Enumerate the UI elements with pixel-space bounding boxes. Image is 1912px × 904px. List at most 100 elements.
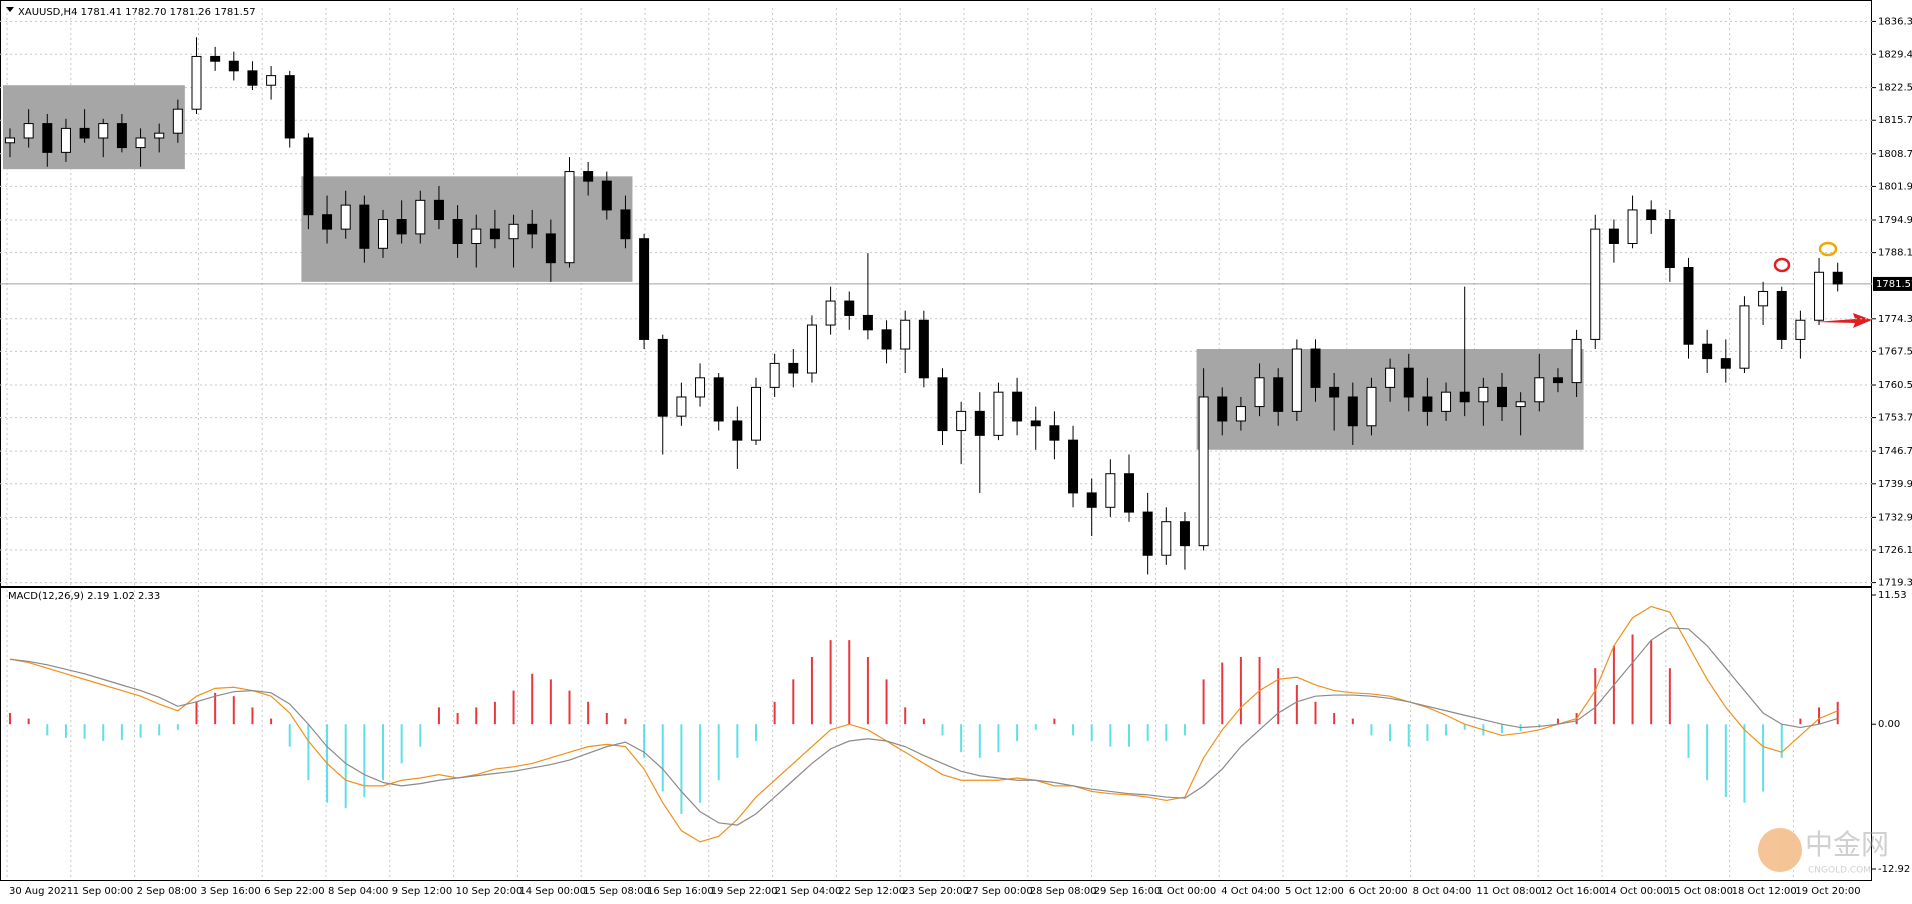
macd-line xyxy=(9,605,1838,843)
candle-body xyxy=(1049,425,1060,441)
y-tick-label: 0.00 xyxy=(1878,719,1900,730)
candle-body xyxy=(433,199,444,221)
candle-body xyxy=(247,70,258,86)
x-tick-label: 19 Sep 22:00 xyxy=(711,886,778,897)
candle-body xyxy=(1124,473,1134,513)
y-tick-label: 1746.70 xyxy=(1878,446,1912,457)
candle-body xyxy=(788,362,799,374)
x-tick-label: 10 Sep 20:00 xyxy=(456,886,523,897)
candle-body xyxy=(1702,343,1713,360)
candle-body xyxy=(1142,511,1153,556)
candle-body xyxy=(1366,386,1377,427)
y-tick-label: -12.92 xyxy=(1878,864,1910,875)
y-tick-label: 1808.70 xyxy=(1878,149,1912,160)
candle-body xyxy=(322,214,333,230)
x-tick-label: 6 Oct 20:00 xyxy=(1349,886,1408,897)
candle-body xyxy=(545,233,556,264)
x-tick-label: 3 Sep 16:00 xyxy=(200,886,260,897)
candle-body xyxy=(1515,401,1526,408)
candle-body xyxy=(1235,406,1246,422)
watermark: 中金网 CNGOLD.COM xyxy=(1758,828,1889,876)
candle-body xyxy=(1832,271,1843,285)
x-tick-label: 14 Sep 00:00 xyxy=(519,886,586,897)
candle-body xyxy=(1254,377,1265,408)
candle-body xyxy=(620,209,631,240)
macd-title: MACD(12,26,9) 2.19 1.02 2.33 xyxy=(8,591,160,602)
x-tick-label: 18 Oct 12:00 xyxy=(1732,886,1797,897)
candle-body xyxy=(1534,377,1545,403)
candle-body xyxy=(1012,391,1023,422)
candle-body xyxy=(732,420,743,441)
x-tick-label: 6 Sep 22:00 xyxy=(264,886,324,897)
y-tick-label: 1726.10 xyxy=(1878,545,1912,556)
x-tick-label: 12 Oct 16:00 xyxy=(1540,886,1605,897)
current-price-label: 1781.57 xyxy=(1876,279,1912,290)
marker-circle xyxy=(1818,241,1838,257)
x-tick-label: 8 Oct 04:00 xyxy=(1413,886,1472,897)
x-tick-label: 9 Sep 12:00 xyxy=(392,886,452,897)
candle-body xyxy=(1030,420,1041,427)
candle-body xyxy=(1739,305,1750,369)
candle-body xyxy=(713,377,724,422)
x-tick-label: 15 Sep 08:00 xyxy=(583,886,650,897)
candle-body xyxy=(23,123,34,139)
candle-body xyxy=(1310,348,1321,388)
candle-body xyxy=(1385,367,1396,388)
candle-body xyxy=(806,324,817,374)
y-tick-label: 1719.30 xyxy=(1878,578,1912,589)
candle-body xyxy=(1497,386,1507,408)
x-tick-label: 27 Sep 00:00 xyxy=(966,886,1033,897)
y-tick-label: 1767.50 xyxy=(1878,346,1912,357)
candle-body xyxy=(1291,348,1302,412)
candle-body xyxy=(1105,473,1116,508)
candle-body xyxy=(1552,377,1563,384)
candle-body xyxy=(825,300,836,326)
x-tick-label: 16 Sep 16:00 xyxy=(647,886,714,897)
x-tick-label: 8 Sep 04:00 xyxy=(328,886,388,897)
candle-body xyxy=(191,55,202,110)
candle-body xyxy=(937,377,948,432)
candle-body xyxy=(1814,271,1825,321)
y-tick-label: 11.53 xyxy=(1878,590,1907,601)
x-tick-label: 4 Oct 04:00 xyxy=(1221,886,1280,897)
candle-body xyxy=(1664,219,1675,268)
y-tick-label: 1829.45 xyxy=(1878,49,1912,60)
candle-body xyxy=(1571,338,1582,384)
candle-body xyxy=(1627,209,1638,245)
y-tick-label: 1836.30 xyxy=(1878,16,1912,27)
candle-body xyxy=(489,228,500,240)
x-tick-label: 15 Oct 08:00 xyxy=(1668,886,1733,897)
watermark-text: 中金网 xyxy=(1805,828,1889,861)
x-tick-label: 5 Oct 12:00 xyxy=(1285,886,1344,897)
candle-body xyxy=(1776,290,1787,340)
candle-body xyxy=(42,123,53,153)
x-tick-label: 29 Sep 16:00 xyxy=(1094,886,1161,897)
macd-line xyxy=(9,627,1838,826)
x-tick-label: 14 Oct 00:00 xyxy=(1604,886,1669,897)
candle-body xyxy=(1161,521,1172,556)
candle-body xyxy=(508,223,519,240)
candle-body xyxy=(340,204,351,230)
candle-body xyxy=(1758,290,1769,307)
candle-body xyxy=(1683,266,1694,345)
x-tick-label: 19 Oct 20:00 xyxy=(1795,886,1860,897)
candle-body xyxy=(154,132,165,139)
arrow xyxy=(1815,313,1872,328)
candle-body xyxy=(639,238,650,340)
candle-body xyxy=(676,396,687,417)
candle-body xyxy=(1720,358,1731,369)
x-tick-label: 2 Sep 08:00 xyxy=(137,886,197,897)
y-tick-label: 1801.90 xyxy=(1878,181,1912,192)
candle-body xyxy=(228,60,239,72)
candle-body xyxy=(172,108,183,134)
candle-body xyxy=(1608,228,1619,245)
candle-body xyxy=(583,171,594,182)
candle-body xyxy=(751,386,761,441)
candle-body xyxy=(527,223,538,235)
candle-body xyxy=(1179,521,1190,547)
candle-body xyxy=(1795,319,1806,340)
marker-circle xyxy=(1773,257,1791,273)
candle-body xyxy=(266,75,277,86)
frame xyxy=(0,0,1872,881)
